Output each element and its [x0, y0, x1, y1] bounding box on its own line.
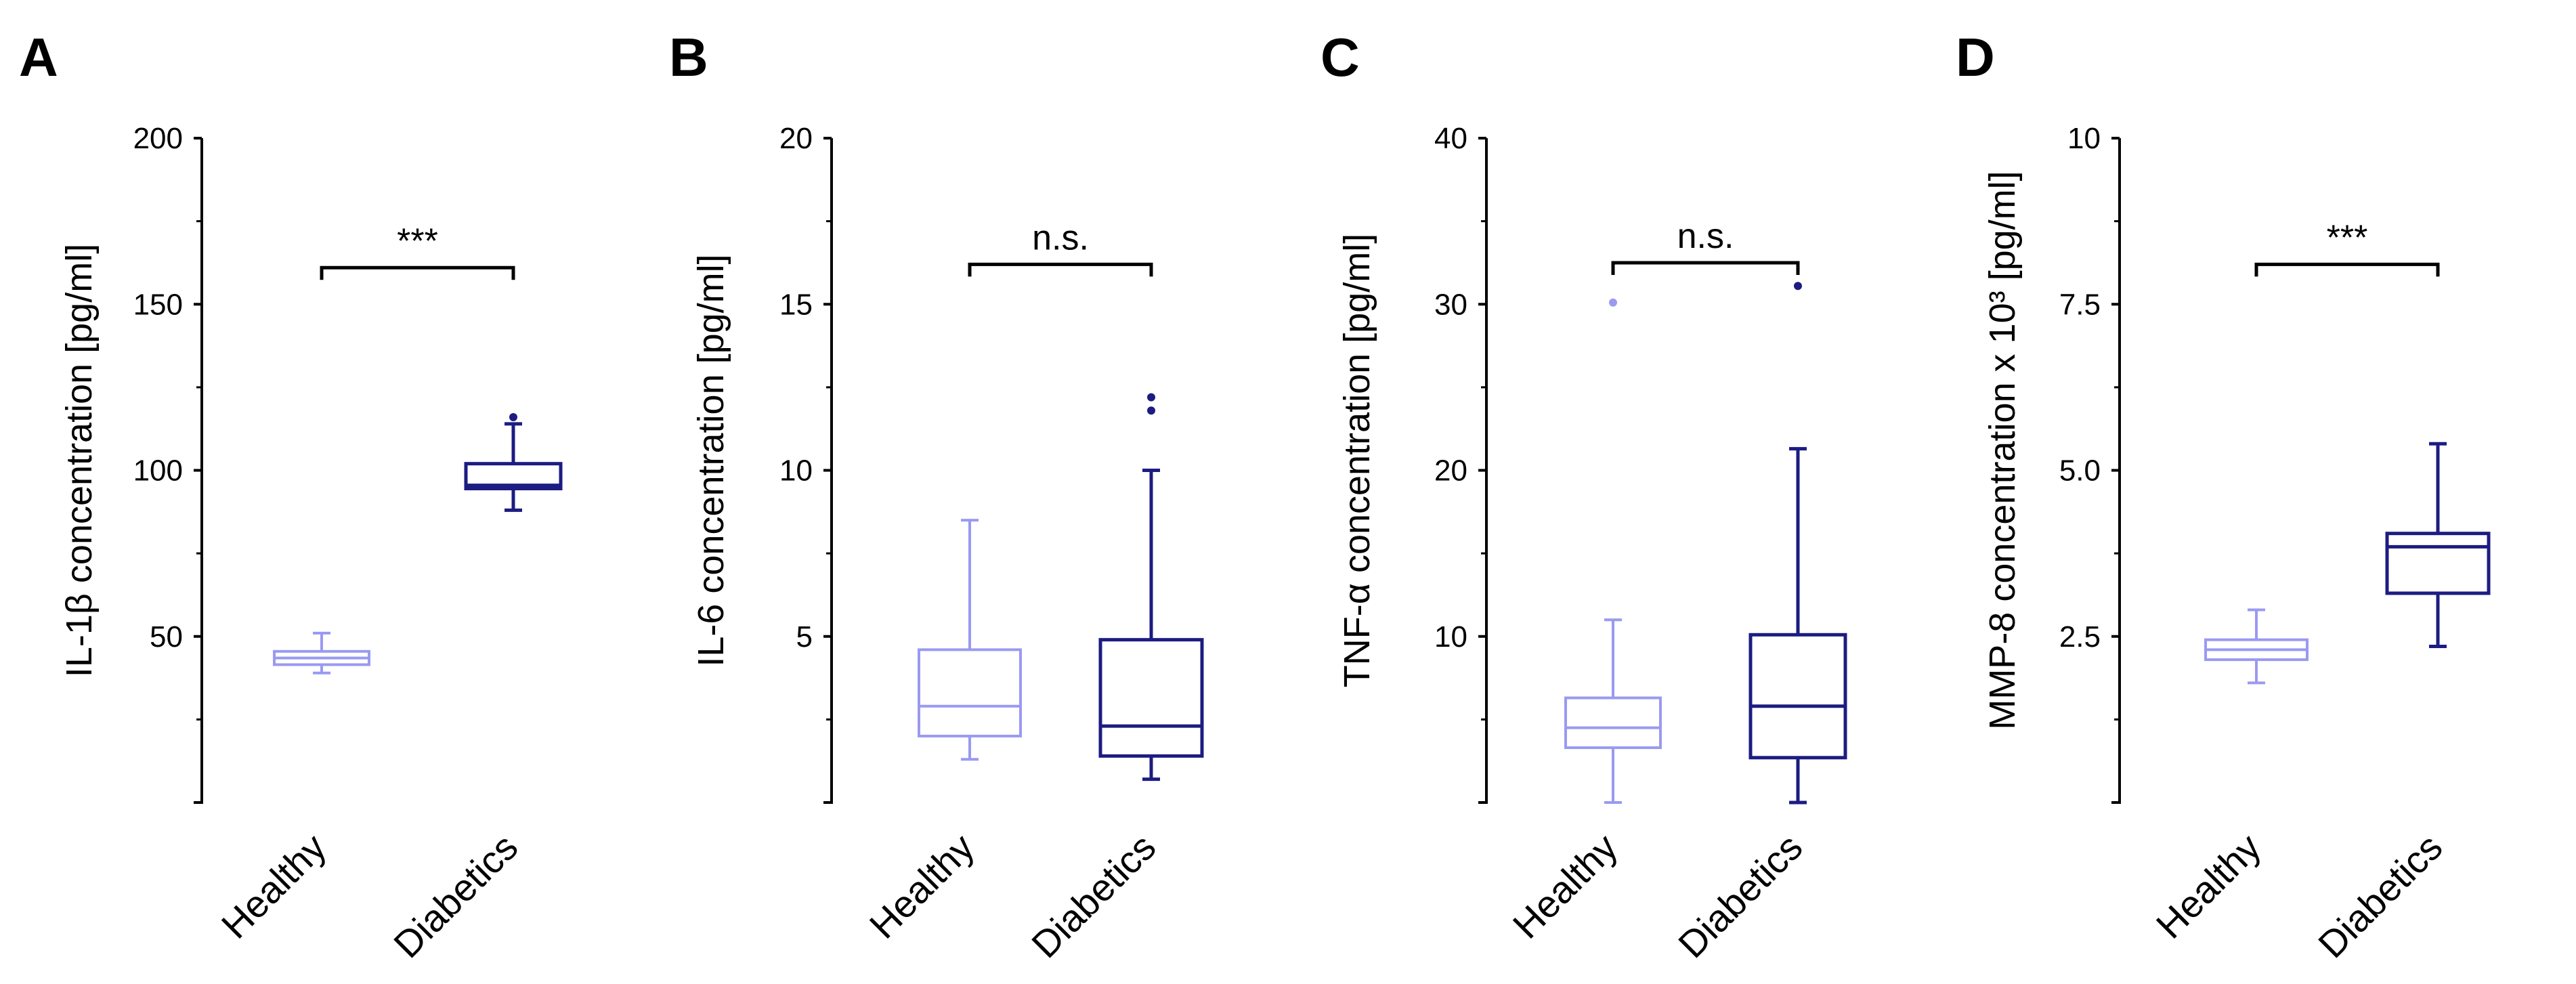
y-tick-label: 50	[150, 620, 183, 654]
x-category-label: Diabetics	[385, 826, 525, 966]
box-iqr	[1564, 696, 1662, 750]
y-tick-label: 30	[1434, 288, 1467, 321]
outlier-point	[1147, 406, 1155, 415]
outlier-point	[509, 413, 517, 422]
y-tick-label: 5	[796, 620, 813, 654]
outlier-point	[1794, 282, 1802, 291]
y-tick-label: 15	[779, 288, 813, 321]
y-tick-label: 20	[1434, 454, 1467, 488]
significance-bracket	[968, 262, 1153, 277]
x-category-label: Healthy	[213, 826, 335, 947]
chart-d: 2.5 5.0 7.5 10 Healthy Diabetics ***	[2059, 122, 2491, 966]
chart-c: 10 20 30 40 Healthy Diabetics n.s.	[1434, 122, 1847, 966]
y-tick-label: 10	[779, 454, 813, 488]
significance-bracket	[2254, 262, 2440, 277]
y-tick-label: 200	[133, 122, 183, 155]
x-category-label: Diabetics	[2310, 826, 2450, 966]
y-tick-label: 2.5	[2059, 620, 2101, 654]
y-tick-label: 20	[779, 122, 813, 155]
y-tick-label: 10	[2067, 122, 2101, 155]
y-tick-label: 10	[1434, 620, 1467, 654]
significance-label: n.s.	[1032, 218, 1089, 257]
significance-bracket	[1611, 261, 1800, 275]
panel-b: B IL-6 concentration [pg/ml] 5 10 15 20 Heal…	[669, 27, 1204, 966]
box-iqr	[1098, 638, 1204, 758]
panel-letter-b: B	[669, 27, 708, 87]
y-tick-label: 7.5	[2059, 288, 2101, 321]
x-category-label: Healthy	[2148, 826, 2269, 947]
outlier-point	[1147, 393, 1155, 402]
y-tick-label: 5.0	[2059, 454, 2101, 488]
significance-label: ***	[2327, 218, 2368, 257]
y-axis-label-d: MMP-8 concentration x 10³ [pg/ml]	[1982, 171, 2023, 729]
panel-letter-a: A	[19, 27, 58, 87]
y-axis-label-a: IL-1β concentration [pg/ml]	[59, 244, 100, 677]
panel-c: C TNF-α concentration [pg/ml] 10 20 30 40 He…	[1321, 27, 1847, 966]
significance-label: ***	[397, 221, 438, 261]
panel-letter-c: C	[1321, 27, 1360, 87]
x-category-label: Healthy	[861, 826, 983, 947]
y-tick-label: 150	[133, 288, 183, 321]
chart-b: 5 10 15 20 Healthy Diabetics n.s.	[779, 122, 1204, 966]
significance-bracket	[320, 265, 515, 280]
y-tick-label: 40	[1434, 122, 1467, 155]
x-category-label: Diabetics	[1670, 826, 1810, 966]
panel-letter-d: D	[1956, 27, 1995, 87]
chart-a: 50 100 150 200 Healthy Diabetics ***	[133, 122, 563, 966]
y-tick-label: 100	[133, 454, 183, 488]
panel-d: D MMP-8 concentration x 10³ [pg/ml] 2.5 5…	[1956, 27, 2491, 966]
significance-label: n.s.	[1677, 217, 1734, 256]
box-iqr	[918, 648, 1022, 737]
outlier-point	[1609, 298, 1617, 307]
y-axis-label-b: IL-6 concentration [pg/ml]	[691, 254, 731, 666]
panel-a: A IL-1β concentration [pg/ml] 50 100 150 20…	[19, 27, 563, 966]
x-category-label: Healthy	[1505, 826, 1626, 947]
x-category-label: Diabetics	[1023, 826, 1163, 966]
y-axis-label-c: TNF-α concentration [pg/ml]	[1337, 234, 1377, 687]
box-iqr	[1748, 633, 1847, 760]
box-iqr	[2385, 532, 2491, 595]
